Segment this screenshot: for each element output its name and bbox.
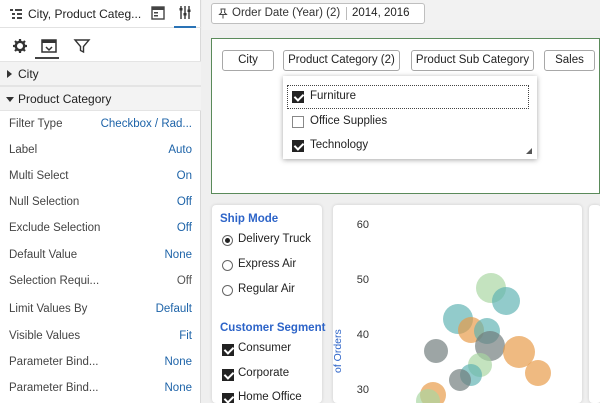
dock-panel-icon[interactable] bbox=[151, 6, 165, 20]
section-label: City bbox=[18, 67, 39, 81]
bubble bbox=[525, 360, 551, 386]
expand-arrow-icon bbox=[7, 70, 12, 78]
city-filter-button[interactable]: City bbox=[222, 50, 274, 71]
y-tick-label: 50 bbox=[356, 274, 369, 286]
property-value[interactable]: Off bbox=[176, 222, 192, 234]
radio-button[interactable] bbox=[222, 260, 233, 271]
property-value[interactable]: None bbox=[164, 356, 193, 368]
option-technology[interactable]: Technology bbox=[283, 134, 537, 158]
gear-icon[interactable] bbox=[10, 36, 30, 56]
property-key: Default Value bbox=[9, 249, 78, 261]
radio-button[interactable] bbox=[222, 235, 233, 246]
property-exclude-selection[interactable]: Exclude Selection Off bbox=[0, 216, 201, 242]
property-value[interactable]: Default bbox=[155, 303, 192, 315]
checkbox[interactable] bbox=[292, 91, 304, 103]
adjacent-card bbox=[589, 205, 600, 403]
y-tick-label: 30 bbox=[356, 384, 369, 396]
section-product-category[interactable]: Product Category bbox=[0, 86, 201, 111]
property-key: Parameter Bind... bbox=[9, 382, 99, 394]
property-key: Selection Requi... bbox=[9, 275, 100, 287]
checkbox[interactable] bbox=[292, 140, 304, 152]
property-default-value[interactable]: Default Value None bbox=[0, 243, 201, 269]
collapse-arrow-icon bbox=[6, 97, 14, 102]
bubble bbox=[424, 339, 448, 363]
product-sub-category-filter-button[interactable]: Product Sub Category bbox=[411, 50, 534, 71]
pin-icon[interactable] bbox=[218, 8, 228, 19]
property-value[interactable]: On bbox=[176, 170, 192, 182]
property-multi-select[interactable]: Multi Select On bbox=[0, 164, 201, 190]
option-label: Technology bbox=[310, 139, 369, 151]
option-label: Regular Air bbox=[238, 283, 295, 295]
property-key: Label bbox=[9, 144, 38, 156]
properties-panel: City, Product Categ... bbox=[0, 0, 201, 403]
active-tab-indicator bbox=[35, 57, 59, 59]
property-value[interactable]: Auto bbox=[168, 144, 192, 156]
property-key: Limit Values By bbox=[9, 303, 88, 315]
property-value[interactable]: None bbox=[164, 382, 193, 394]
property-filter-type[interactable]: Filter Type Checkbox / Rad... bbox=[0, 112, 201, 138]
focus-ring bbox=[287, 85, 529, 109]
checkbox[interactable] bbox=[292, 116, 304, 128]
product-category-filter-button[interactable]: Product Category (2) bbox=[283, 50, 400, 71]
option-label: Consumer bbox=[238, 342, 292, 354]
property-key: Exclude Selection bbox=[9, 222, 101, 234]
property-null-selection[interactable]: Null Selection Off bbox=[0, 190, 201, 216]
property-value[interactable]: Fit bbox=[179, 330, 192, 342]
property-parameter-binding[interactable]: Parameter Bind... None bbox=[0, 376, 201, 402]
bubble bbox=[503, 336, 535, 368]
option-office-supplies[interactable]: Office Supplies bbox=[283, 110, 537, 134]
radio-button[interactable] bbox=[222, 285, 233, 296]
y-tick-label: 60 bbox=[356, 219, 369, 231]
view-tab-icon[interactable] bbox=[39, 36, 59, 56]
bubble bbox=[449, 369, 471, 391]
divider bbox=[346, 7, 347, 20]
option-furniture[interactable]: Furniture bbox=[283, 85, 537, 109]
section-city[interactable]: City bbox=[0, 61, 201, 86]
checkbox[interactable] bbox=[222, 393, 234, 403]
section-label: Product Category bbox=[18, 92, 112, 106]
property-value[interactable]: Checkbox / Rad... bbox=[100, 118, 192, 130]
checkbox[interactable] bbox=[222, 344, 234, 356]
panel-title-bar: City, Product Categ... bbox=[0, 0, 201, 28]
property-selection-required[interactable]: Selection Requi... Off bbox=[0, 269, 201, 295]
property-key: Parameter Bind... bbox=[9, 356, 99, 368]
property-key: Filter Type bbox=[9, 118, 63, 130]
option-label: Home Office bbox=[238, 391, 302, 403]
option-label: Express Air bbox=[238, 258, 297, 270]
property-limit-values-by[interactable]: Limit Values By Default bbox=[0, 297, 201, 323]
property-tabs bbox=[0, 33, 201, 59]
sales-filter-button[interactable]: Sales bbox=[544, 50, 595, 71]
bubble bbox=[416, 389, 440, 403]
filter-funnel-icon[interactable] bbox=[72, 36, 92, 56]
property-value[interactable]: Off bbox=[176, 196, 192, 208]
order-date-filter[interactable]: Order Date (Year) (2) 2014, 2016 bbox=[211, 3, 425, 24]
filter-value: 2014, 2016 bbox=[352, 7, 410, 19]
filter-bar: Order Date (Year) (2) 2014, 2016 bbox=[202, 0, 600, 30]
property-key: Multi Select bbox=[9, 170, 69, 182]
properties-sliders-icon[interactable] bbox=[178, 5, 192, 20]
scatter-plot[interactable] bbox=[333, 205, 582, 403]
option-label: Delivery Truck bbox=[238, 233, 311, 245]
option-label: Office Supplies bbox=[310, 115, 388, 127]
panel-title: City, Product Categ... bbox=[28, 7, 142, 21]
property-label[interactable]: Label Auto bbox=[0, 138, 201, 164]
filter-name: Order Date (Year) (2) bbox=[232, 7, 341, 19]
option-label: Corporate bbox=[238, 367, 290, 379]
property-value[interactable]: Off bbox=[176, 275, 192, 287]
checkbox[interactable] bbox=[222, 369, 234, 381]
property-parameter-binding[interactable]: Parameter Bind... None bbox=[0, 350, 201, 376]
property-key: Visible Values bbox=[9, 330, 81, 342]
resize-handle-icon[interactable] bbox=[526, 148, 532, 154]
active-tab-underline bbox=[174, 26, 196, 28]
option-label: Furniture bbox=[310, 90, 357, 102]
property-visible-values[interactable]: Visible Values Fit bbox=[0, 324, 201, 350]
filter-list-icon bbox=[10, 9, 22, 19]
ship-mode-header: Ship Mode bbox=[220, 213, 279, 225]
y-tick-label: 40 bbox=[356, 329, 369, 341]
property-value[interactable]: None bbox=[164, 249, 193, 261]
property-key: Null Selection bbox=[9, 196, 80, 208]
product-category-dropdown: Furniture Office Supplies Technology bbox=[283, 76, 537, 159]
bubble bbox=[492, 287, 520, 315]
customer-segment-header: Customer Segment bbox=[220, 322, 326, 334]
